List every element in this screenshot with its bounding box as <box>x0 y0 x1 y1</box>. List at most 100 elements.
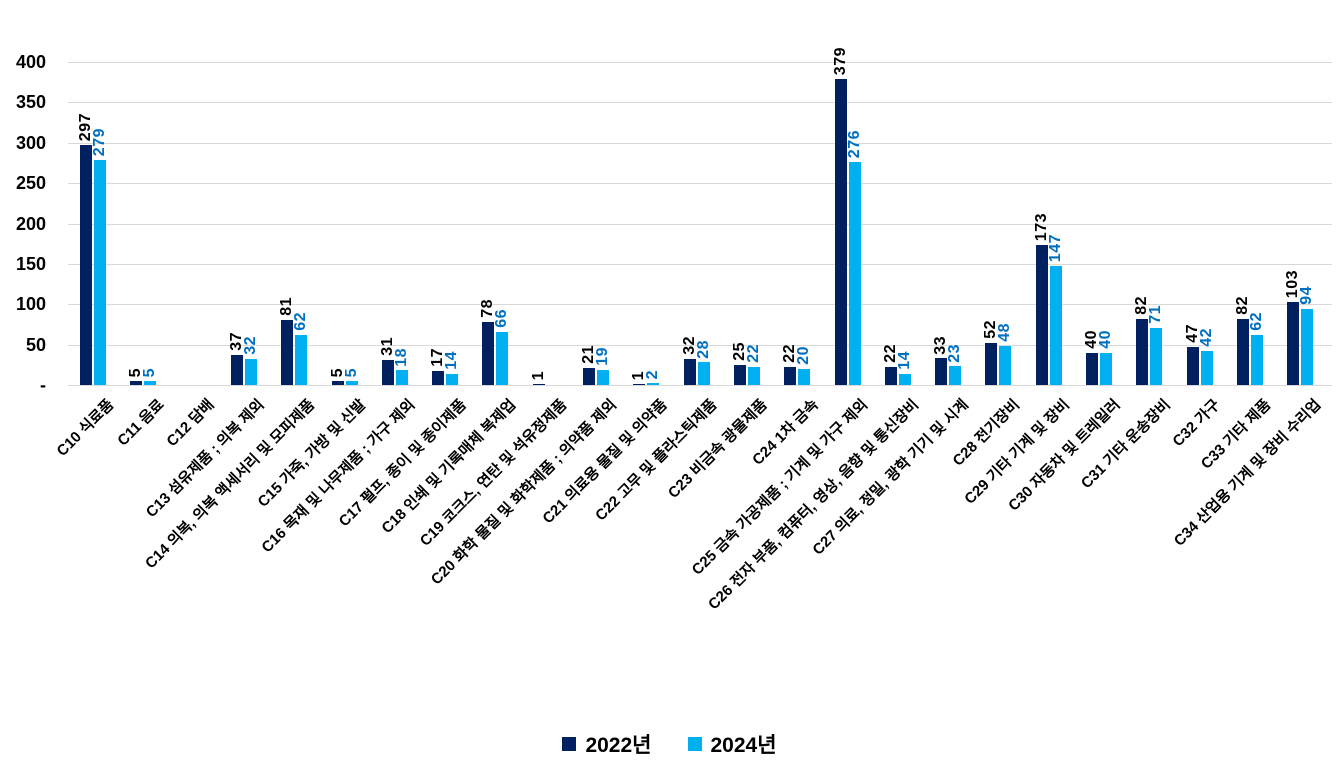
gridline-200 <box>68 223 1332 225</box>
bar-2024년-C27 <box>949 366 962 385</box>
bar-label-2024년-C21: 2 <box>644 369 662 380</box>
chart-legend: 2022년 2024년 <box>0 729 1339 759</box>
y-axis-tick-50: 50 <box>25 334 46 355</box>
legend-label-2022: 2022년 <box>585 734 652 757</box>
bar-2022년-C25 <box>834 78 847 385</box>
gridline-0 <box>68 385 1332 386</box>
bar-label-2024년-C16: 18 <box>392 347 410 367</box>
bar-label-2024년-C22: 28 <box>694 339 712 359</box>
bar-2024년-C29 <box>1049 266 1062 385</box>
bar-2024년-C34 <box>1301 309 1314 385</box>
x-axis-label-C11: C11 음료 <box>114 396 168 450</box>
bar-2022년-C24 <box>784 367 797 385</box>
gridline-100 <box>68 304 1332 306</box>
bar-2022년-C30 <box>1086 352 1098 385</box>
bar-2024년-C15 <box>345 380 358 385</box>
bar-label-2024년-C25: 276 <box>845 129 863 159</box>
bar-2022년-C32 <box>1186 347 1199 385</box>
bar-2022년-C20 <box>583 368 595 385</box>
gridline-400 <box>68 62 1332 63</box>
bar-2024년-C14 <box>295 334 308 385</box>
bar-label-2024년-C13: 32 <box>241 336 259 356</box>
legend-item-2024[interactable]: 2024년 <box>687 729 777 759</box>
y-axis-tick-0: - <box>40 375 46 395</box>
bar-2024년-C13 <box>244 359 257 385</box>
legend-swatch-2022 <box>562 737 577 751</box>
bar-2022년-C13 <box>230 355 243 385</box>
bar-2024년-C17 <box>446 373 459 385</box>
bar-2022년-C18 <box>482 322 495 385</box>
bar-2024년-C24 <box>798 368 811 385</box>
bar-label-2024년-C15: 5 <box>342 367 360 377</box>
legend-item-2022[interactable]: 2022년 <box>562 729 652 759</box>
legend-label-2024: 2024년 <box>710 734 777 757</box>
bar-label-2024년-C17: 14 <box>443 350 461 370</box>
bar-2022년-C31 <box>1136 318 1149 385</box>
bar-2022년-C10 <box>80 145 92 385</box>
bar-2022년-C16 <box>381 359 394 385</box>
y-axis-tick-400: 400 <box>15 52 46 72</box>
bar-label-2024년-C24: 20 <box>795 346 813 365</box>
y-axis-tick-250: 250 <box>15 173 46 194</box>
gridline-250 <box>68 183 1332 185</box>
bar-2022년-C27 <box>935 358 948 385</box>
bar-label-2024년-C20: 19 <box>594 346 611 366</box>
bar-label-2024년-C27: 23 <box>946 343 964 363</box>
y-axis-tick-150: 150 <box>15 253 46 274</box>
bar-label-2024년-C11: 5 <box>141 367 159 377</box>
bar-2022년-C11 <box>130 380 143 385</box>
x-axis-label-C31: C31 기타 운송장비 <box>1077 396 1174 493</box>
legend-swatch-2024 <box>687 737 702 751</box>
bar-2022년-C33 <box>1236 318 1249 385</box>
bar-label-2022년-C25: 379 <box>831 46 849 75</box>
bar-2022년-C19 <box>532 384 545 385</box>
bar-2024년-C16 <box>395 370 408 385</box>
bar-2022년-C22 <box>683 359 696 385</box>
bar-2024년-C25 <box>848 162 861 385</box>
bar-2022년-C28 <box>985 343 998 385</box>
bar-2024년-C26 <box>898 373 911 385</box>
y-axis-tick-200: 200 <box>15 213 46 234</box>
x-axis-label-C10: C10 식료품 <box>53 396 118 460</box>
bar-label-2024년-C26: 14 <box>895 350 913 370</box>
bar-2024년-C30 <box>1100 352 1112 385</box>
bar-2024년-C33 <box>1250 334 1263 385</box>
gridline-300 <box>68 142 1332 144</box>
bar-2024년-C10 <box>94 159 106 385</box>
bar-2024년-C31 <box>1150 327 1163 385</box>
bar-2024년-C23 <box>747 367 760 385</box>
bar-label-2024년-C34: 94 <box>1298 286 1316 306</box>
bar-2024년-C20 <box>597 369 609 385</box>
bar-2024년-C21 <box>647 383 660 385</box>
bar-2022년-C21 <box>633 384 646 385</box>
y-axis-tick-350: 350 <box>15 92 46 113</box>
y-axis-tick-100: 100 <box>15 294 46 315</box>
y-axis-tick-300: 300 <box>15 132 46 153</box>
gridline-150 <box>68 263 1332 265</box>
bar-2022년-C15 <box>331 380 344 385</box>
bar-label-2024년-C23: 22 <box>744 344 762 364</box>
bar-2022년-C14 <box>281 319 294 385</box>
bar-2022년-C34 <box>1287 301 1300 385</box>
bar-2024년-C32 <box>1200 351 1213 385</box>
bar-label-2024년-C31: 71 <box>1147 304 1165 324</box>
bar-label-2024년-C28: 48 <box>996 323 1014 343</box>
bar-2024년-C28 <box>999 346 1012 385</box>
bar-label-2024년-C14: 62 <box>292 312 310 331</box>
bar-label-2024년-C32: 42 <box>1197 328 1215 348</box>
bar-label-2024년-C18: 66 <box>493 308 511 328</box>
bar-label-2022년-C19: 1 <box>529 370 547 381</box>
bar-2024년-C11 <box>144 380 157 385</box>
bar-label-2024년-C10: 279 <box>91 127 108 156</box>
bar-2024년-C18 <box>496 331 509 385</box>
gridline-50 <box>68 344 1332 346</box>
bar-label-2024년-C29: 147 <box>1046 234 1064 263</box>
bar-2022년-C17 <box>432 371 445 385</box>
bar-label-2024년-C30: 40 <box>1097 329 1114 349</box>
bar-2022년-C26 <box>884 367 897 385</box>
bar-label-2024년-C33: 62 <box>1247 312 1265 331</box>
gridline-350 <box>68 102 1332 104</box>
bar-2022년-C23 <box>733 364 746 385</box>
bar-2024년-C22 <box>697 362 710 385</box>
